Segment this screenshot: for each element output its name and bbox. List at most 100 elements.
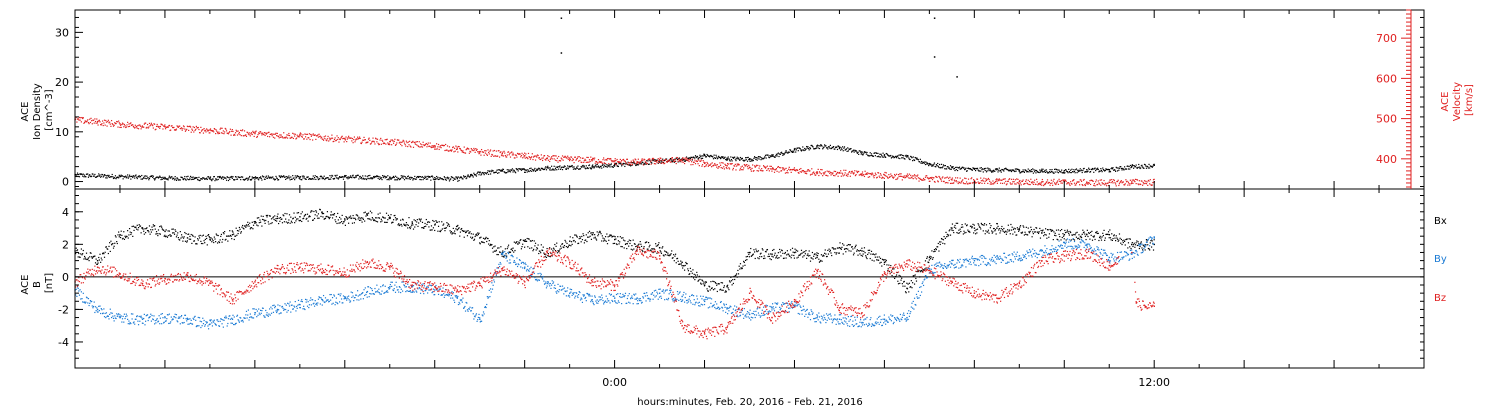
data-point — [515, 154, 517, 156]
data-point — [904, 285, 906, 287]
data-point — [504, 152, 506, 154]
data-point — [768, 168, 770, 170]
data-point — [782, 154, 784, 156]
data-point — [635, 159, 637, 161]
data-point — [423, 144, 425, 146]
data-point — [711, 155, 713, 158]
data-point — [256, 224, 258, 226]
data-point — [1097, 168, 1099, 171]
data-point — [577, 242, 579, 245]
data-point — [273, 178, 275, 180]
data-point — [755, 165, 757, 168]
data-point — [786, 170, 788, 172]
data-point — [816, 252, 818, 254]
data-point — [878, 175, 880, 177]
data-point — [645, 241, 647, 243]
data-point — [366, 214, 369, 216]
data-point — [186, 178, 188, 180]
data-point — [344, 218, 346, 220]
data-point — [1043, 171, 1045, 173]
data-point — [979, 226, 981, 229]
data-point — [1063, 179, 1065, 181]
data-point — [181, 129, 183, 131]
data-point — [211, 180, 213, 182]
data-point — [410, 224, 413, 226]
data-point — [1050, 171, 1052, 174]
data-point — [315, 178, 317, 181]
data-point — [604, 159, 606, 161]
data-point — [872, 253, 874, 255]
data-point — [630, 240, 632, 242]
data-point — [656, 159, 659, 162]
data-point — [729, 281, 731, 283]
data-point — [322, 177, 325, 180]
data-point — [188, 233, 190, 235]
data-point — [711, 162, 713, 164]
data-point — [527, 158, 529, 160]
data-point — [901, 179, 903, 181]
data-point — [757, 250, 760, 252]
data-point — [802, 251, 805, 253]
data-point — [80, 121, 82, 123]
data-point — [130, 178, 132, 180]
data-point — [427, 142, 429, 144]
data-point — [220, 176, 222, 178]
data-point — [434, 146, 436, 148]
data-point — [583, 165, 585, 167]
data-point — [886, 264, 888, 266]
data-point — [700, 156, 702, 158]
data-point — [90, 117, 92, 119]
data-point — [673, 160, 675, 162]
data-point — [978, 224, 980, 226]
data-point — [667, 254, 670, 256]
data-point — [425, 143, 427, 145]
data-point — [418, 145, 420, 148]
data-point — [144, 122, 146, 124]
data-point — [428, 145, 430, 148]
data-point — [254, 222, 256, 224]
data-point — [773, 248, 775, 251]
data-point — [421, 227, 423, 229]
data-point — [673, 160, 675, 162]
data-point — [102, 176, 104, 178]
data-point — [1084, 184, 1087, 187]
data-point — [452, 179, 454, 181]
data-point — [962, 226, 964, 228]
data-point — [978, 226, 981, 228]
data-point — [371, 212, 373, 214]
data-point — [903, 176, 905, 179]
data-point — [837, 247, 839, 249]
data-point — [339, 175, 341, 178]
data-point — [622, 239, 625, 241]
data-point — [383, 142, 386, 145]
data-point — [195, 125, 197, 128]
data-point — [595, 239, 598, 241]
data-point — [1032, 231, 1034, 233]
data-point — [434, 178, 436, 181]
data-point — [75, 247, 77, 249]
data-point — [274, 179, 276, 181]
data-point — [799, 148, 801, 150]
data-point — [838, 252, 840, 254]
data-point — [527, 246, 529, 248]
data-point — [269, 133, 271, 136]
data-point — [801, 252, 803, 254]
data-point — [557, 250, 559, 252]
data-point — [1018, 182, 1020, 184]
data-point — [832, 247, 834, 249]
data-point — [655, 159, 657, 162]
data-point — [1010, 229, 1013, 231]
data-point — [694, 274, 697, 276]
data-point — [707, 165, 709, 167]
data-point — [628, 239, 630, 241]
data-point — [630, 163, 632, 166]
data-point — [895, 275, 897, 278]
data-point — [993, 170, 995, 172]
data-point — [324, 135, 327, 137]
data-point — [142, 228, 144, 230]
data-point — [747, 168, 749, 170]
data-point — [173, 232, 175, 234]
data-point — [166, 178, 169, 180]
data-point — [902, 176, 904, 178]
data-point — [93, 122, 95, 124]
